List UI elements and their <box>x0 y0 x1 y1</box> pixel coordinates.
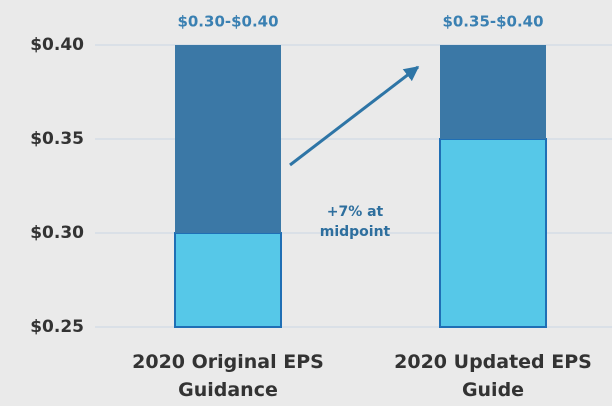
bar-label: $0.30-$0.40 <box>177 13 278 31</box>
y-tick-label: $0.40 <box>30 35 84 55</box>
y-tick-label: $0.30 <box>30 223 84 243</box>
bar-segment <box>439 138 547 328</box>
bar-segment <box>175 45 281 233</box>
bar-label: $0.35-$0.40 <box>442 13 543 31</box>
bar-segment <box>440 45 546 139</box>
y-tick-label: $0.35 <box>30 129 84 149</box>
x-tick-label: 2020 Updated EPS Guide <box>394 351 592 401</box>
annotation: +7% at midpoint <box>319 204 391 240</box>
y-tick-label: $0.25 <box>30 317 84 337</box>
x-tick-label: 2020 Original EPS Guidance <box>132 351 324 401</box>
bar-segment <box>174 232 282 328</box>
arrow <box>289 65 420 167</box>
